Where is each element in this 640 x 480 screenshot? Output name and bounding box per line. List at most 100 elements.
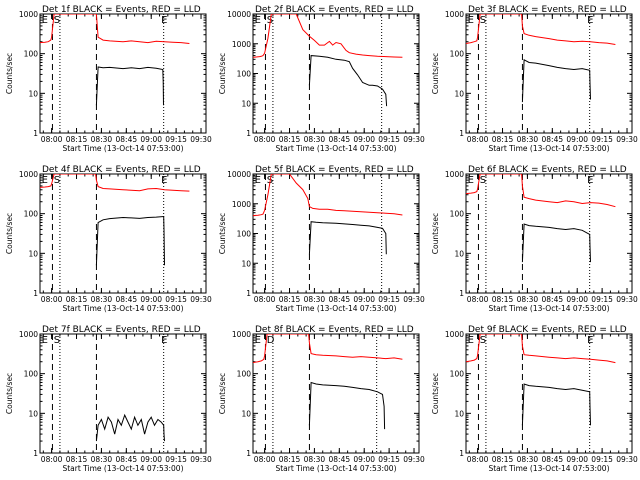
y-tick-label: 10 [454,409,464,418]
x-tick-label: 08:00 [467,135,489,144]
plot-frame [252,13,420,134]
events-series-line [521,383,591,426]
x-tick-label: 09:15 [165,295,187,304]
x-axis-label: Start Time (13-Oct-14 07:53:00) [275,304,396,313]
y-tick-label: 100 [237,70,252,79]
y-tick-label: 100 [450,50,465,59]
event-marker: S [480,175,486,186]
y-axis-label: Counts/sec [5,373,14,414]
lld-series-line [40,174,190,192]
x-axis-label: Start Time (13-Oct-14 07:53:00) [62,304,183,313]
x-tick-label: 08:15 [66,455,88,464]
y-tick-label: 100 [24,50,39,59]
x-tick-label: 09:15 [591,135,613,144]
x-tick-label: 09:30 [190,455,212,464]
chart-panel: Det 5f BLACK = Events, RED = LLD 1 10 100 10… [218,165,425,313]
event-marker: D [267,335,275,346]
chart-panel: Det 8f BLACK = Events, RED = LLD 1 10 100 10… [218,325,425,473]
events-series-line [308,55,388,107]
event-marker: E [587,175,593,186]
events-series-line [95,413,165,442]
event-marker: E [587,15,593,26]
x-tick-label: 08:00 [254,455,276,464]
lld-series-line [253,14,403,58]
lld-series-line [466,334,616,364]
x-tick-label: 08:00 [41,135,63,144]
y-tick-label: 1000 [445,330,464,339]
x-tick-label: 08:15 [279,295,301,304]
y-tick-label: 1000 [19,330,38,339]
y-tick-label: 1 [33,129,38,138]
events-series-line [95,215,165,266]
x-tick-label: 08:45 [116,135,138,144]
x-tick-label: 08:30 [517,455,539,464]
x-tick-label: 08:45 [542,135,564,144]
y-tick-label: 1 [459,129,464,138]
plot-frame [39,13,207,134]
x-tick-label: 09:15 [165,135,187,144]
x-tick-label: 08:15 [492,295,514,304]
y-tick-label: 100 [24,210,39,219]
x-axis-label: Start Time (13-Oct-14 07:53:00) [62,464,183,473]
event-marker: S [54,175,60,186]
y-tick-label: 1000 [445,10,464,19]
y-tick-label: 10 [28,249,38,258]
y-axis-label: Counts/sec [431,373,440,414]
x-tick-label: 09:15 [165,455,187,464]
x-tick-label: 09:00 [140,295,162,304]
x-tick-label: 08:45 [329,295,351,304]
event-marker: E [161,175,167,186]
event-marker: E [587,335,593,346]
x-tick-label: 08:45 [329,455,351,464]
x-tick-label: 08:00 [254,135,276,144]
event-marker: E [161,335,167,346]
y-tick-label: 10 [241,259,251,268]
x-axis-label: Start Time (13-Oct-14 07:53:00) [62,144,183,153]
x-tick-label: 09:15 [378,295,400,304]
x-tick-label: 09:30 [616,135,638,144]
events-series-line [308,221,387,255]
y-tick-label: 10000 [227,10,251,19]
y-tick-label: 100 [450,370,465,379]
x-tick-label: 08:45 [542,295,564,304]
chart-panel: Det 1f BLACK = Events, RED = LLD 1 10 100 10… [5,5,212,153]
plot-frame [465,173,633,294]
x-tick-label: 08:00 [254,295,276,304]
y-tick-label: 10 [241,409,251,418]
x-tick-label: 09:30 [616,455,638,464]
x-tick-label: 08:45 [329,135,351,144]
y-axis-label: Counts/sec [218,213,227,254]
chart-title: Det 7f BLACK = Events, RED = LLD [42,325,201,335]
y-tick-label: 1 [33,449,38,458]
chart-panel: Det 2f BLACK = Events, RED = LLD 1 10 100 10… [218,5,425,153]
lld-series-line [253,174,403,217]
x-tick-label: 09:30 [403,295,425,304]
event-marker: E [255,175,261,186]
y-tick-label: 1000 [232,200,251,209]
x-tick-label: 08:30 [517,295,539,304]
x-tick-label: 09:30 [403,455,425,464]
x-tick-label: 09:00 [353,455,375,464]
x-axis-label: Start Time (13-Oct-14 07:53:00) [275,144,396,153]
lld-series-line [466,14,616,45]
x-tick-label: 09:00 [353,135,375,144]
event-marker: E [42,175,48,186]
y-tick-label: 10 [28,409,38,418]
y-axis-label: Counts/sec [431,53,440,94]
x-tick-label: 09:15 [591,455,613,464]
y-tick-label: 10 [454,249,464,258]
y-tick-label: 1 [246,129,251,138]
y-tick-label: 10000 [227,170,251,179]
y-tick-label: 1000 [445,170,464,179]
x-tick-label: 09:30 [403,135,425,144]
x-tick-label: 08:00 [467,295,489,304]
event-marker: S [480,15,486,26]
x-tick-label: 08:30 [517,135,539,144]
x-tick-label: 09:15 [378,455,400,464]
plot-frame [465,333,633,454]
chart-panel: Det 6f BLACK = Events, RED = LLD 1 10 100 10… [431,165,638,313]
plot-frame [39,173,207,294]
y-tick-label: 100 [450,210,465,219]
y-axis-label: Counts/sec [5,53,14,94]
chart-title: Det 3f BLACK = Events, RED = LLD [468,5,627,15]
